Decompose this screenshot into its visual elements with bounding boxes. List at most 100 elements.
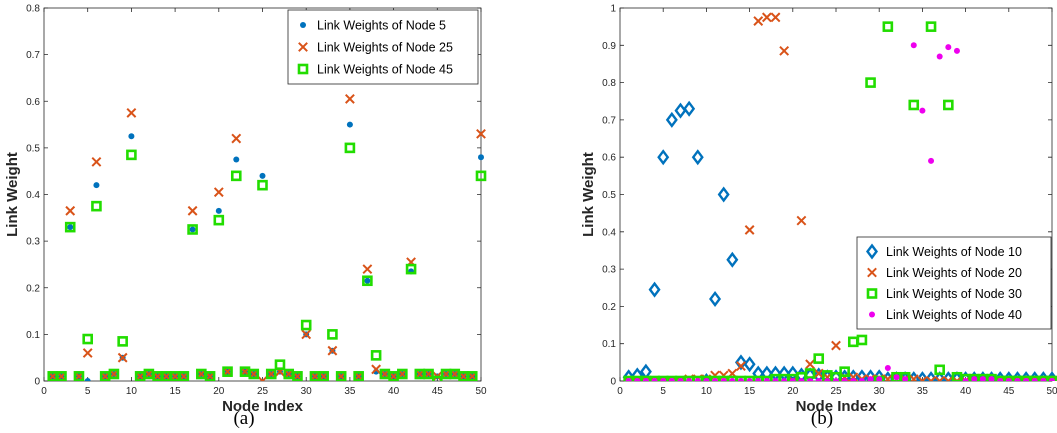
y-tick-label: 0.2: [602, 302, 616, 313]
data-point-series-3: [126, 149, 137, 161]
legend-entry: Link Weights of Node 10: [886, 245, 1022, 259]
data-point-series-3: [623, 375, 634, 381]
data-point-series-4: [945, 44, 952, 51]
data-point-series-3: [230, 170, 242, 182]
data-point-series-3: [257, 179, 268, 191]
data-point-series-3: [752, 375, 764, 381]
data-point-series-4: [1031, 378, 1038, 381]
data-point-series-2: [908, 374, 919, 381]
data-point-series-2: [371, 364, 382, 375]
data-point-series-4: [703, 378, 710, 381]
data-point-series-3: [657, 375, 669, 381]
data-point-series-3: [804, 368, 816, 379]
panel-b: 0 5 10 15 20 25 30 35 40 45 50 0 0.1 0.2 0.3 0.4 0.5 0.6 0…: [580, 4, 1057, 415]
data-point-series-4: [720, 378, 727, 381]
data-point-series-4: [763, 378, 770, 381]
x-tick-label: 15: [170, 386, 182, 397]
data-point-series-3: [353, 371, 364, 381]
x-tick-label: 45: [432, 386, 444, 397]
legend-entry: Link Weights of Node 20: [886, 266, 1022, 280]
y-tick-label: 0.4: [26, 190, 40, 201]
data-point-series-2: [327, 345, 338, 356]
x-axis-label: Node Index: [222, 398, 304, 415]
data-point-series-2: [65, 205, 76, 216]
data-point-series-2: [91, 156, 102, 167]
data-point-series-3: [475, 170, 487, 182]
data-point-series-4: [876, 376, 883, 381]
data-point-series-4: [746, 378, 753, 381]
data-point-series-2: [831, 340, 841, 351]
data-point-series-3: [683, 375, 695, 381]
y-tick-label: 0.8: [602, 78, 616, 89]
data-point-series-3: [56, 371, 67, 381]
data-point-series-1: [726, 251, 739, 268]
data-point-series-3: [117, 336, 128, 347]
data-point-series-2: [301, 329, 312, 340]
y-tick-label: 0: [34, 377, 40, 388]
data-point-series-4: [902, 376, 909, 381]
data-point-series-2: [744, 225, 755, 235]
data-point-series-4: [910, 42, 917, 49]
data-point-series-3: [222, 366, 233, 377]
panel-a: 0 5 10 15 20 25 30 35 40 45 50 0 0.1 0.2 0.3 0.4 0.5 0.6 0…: [4, 4, 487, 416]
data-point-series-4: [884, 364, 891, 371]
data-points: [622, 12, 1057, 381]
data-point-series-2: [813, 368, 824, 379]
data-point-series-3: [839, 366, 850, 377]
y-tick-label: 0.3: [26, 237, 40, 248]
data-point-series-4: [651, 378, 658, 381]
data-point-series-3: [108, 368, 120, 380]
x-tick-label: 40: [960, 386, 972, 397]
data-point-series-2: [187, 205, 198, 216]
y-tick-label: 0.9: [602, 41, 616, 52]
x-tick-label: 10: [126, 386, 138, 397]
y-tick-label: 0.6: [26, 97, 40, 108]
data-point-series-3: [1003, 375, 1015, 381]
data-point-series-1: [215, 207, 222, 214]
data-point-series-2: [117, 352, 128, 363]
x-tick-label: 35: [917, 386, 929, 397]
data-point-series-1: [478, 154, 484, 161]
data-point-series-4: [867, 376, 874, 381]
data-point-series-4: [1014, 378, 1021, 381]
data-point-series-1: [93, 182, 100, 189]
data-point-series-3: [405, 263, 417, 275]
data-point-series-4: [772, 378, 779, 381]
data-point-series-3: [248, 368, 260, 380]
data-point-series-4: [668, 378, 675, 381]
data-point-series-4: [815, 378, 822, 381]
data-point-series-2: [882, 374, 893, 381]
data-point-series-2: [779, 45, 790, 56]
data-point-series-2: [770, 12, 781, 23]
y-tick-label: 0.7: [26, 50, 40, 61]
x-tick-label: 40: [388, 386, 400, 397]
data-point-series-3: [649, 375, 660, 381]
data-point-series-2: [257, 376, 268, 381]
data-point-series-1: [665, 111, 678, 128]
y-tick-label: 0.1: [26, 330, 40, 341]
data-point-series-3: [718, 375, 729, 381]
legend-marker: [866, 288, 878, 299]
data-point-series-1: [734, 354, 747, 371]
data-point-series-3: [431, 375, 443, 381]
data-point-series-3: [1020, 375, 1032, 381]
data-point-series-4: [694, 378, 701, 381]
data-point-series-4: [712, 378, 719, 381]
data-point-series-3: [994, 375, 1006, 381]
data-point-series-1: [717, 186, 730, 203]
data-point-series-3: [709, 375, 721, 381]
data-point-series-4: [625, 378, 632, 381]
data-point-series-3: [1012, 375, 1023, 381]
data-point-series-3: [362, 275, 373, 287]
data-point-series-3: [178, 371, 190, 381]
data-point-series-1: [812, 367, 825, 381]
data-point-series-2: [934, 376, 945, 381]
y-axis-label: Link Weight: [580, 152, 597, 237]
x-tick-label: 30: [301, 386, 313, 397]
caption-a: (a): [233, 408, 254, 429]
data-point-series-3: [675, 375, 686, 381]
x-tick-label: 45: [1003, 386, 1015, 397]
data-point-series-3: [397, 368, 408, 380]
data-point-series-3: [701, 375, 712, 381]
data-point-series-2: [736, 361, 746, 371]
